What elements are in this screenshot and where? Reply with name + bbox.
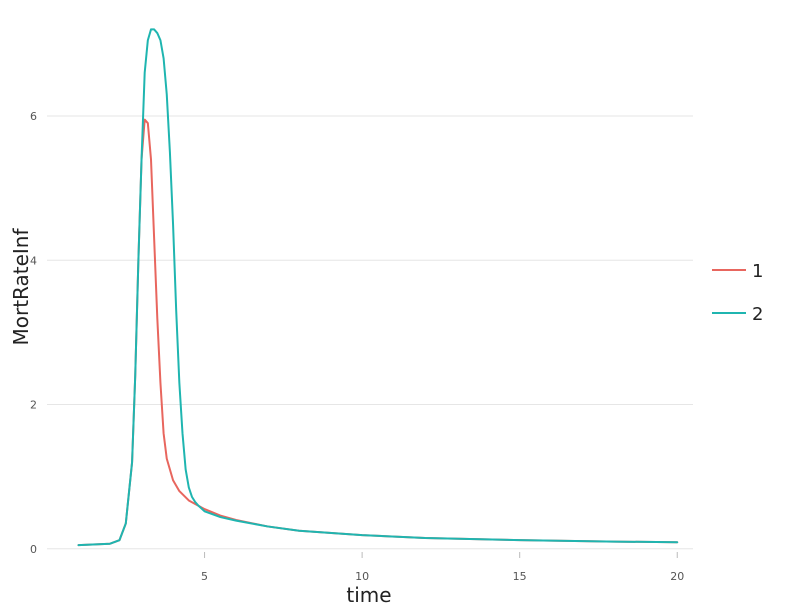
legend: 12 <box>712 261 763 325</box>
y-axis-title: MortRateInf <box>9 228 33 346</box>
x-axis-title: time <box>346 583 391 607</box>
series-lines <box>77 28 679 547</box>
x-tick-label: 10 <box>355 570 369 583</box>
x-tick-label: 15 <box>513 570 527 583</box>
x-tick-label: 5 <box>201 570 208 583</box>
tick-labels: 0 2 4 6 5 10 15 20 <box>30 110 684 583</box>
gridlines <box>47 115 693 558</box>
x-tick-label: 20 <box>670 570 684 583</box>
series-line-2 <box>77 28 679 547</box>
series-line-1 <box>77 118 679 547</box>
legend-label-2: 2 <box>752 304 763 325</box>
y-tick-label: 0 <box>30 543 37 556</box>
y-tick-label: 6 <box>30 110 37 123</box>
legend-label-1: 1 <box>752 261 763 282</box>
y-tick-label: 2 <box>30 399 37 412</box>
y-tick-label: 4 <box>30 254 37 267</box>
